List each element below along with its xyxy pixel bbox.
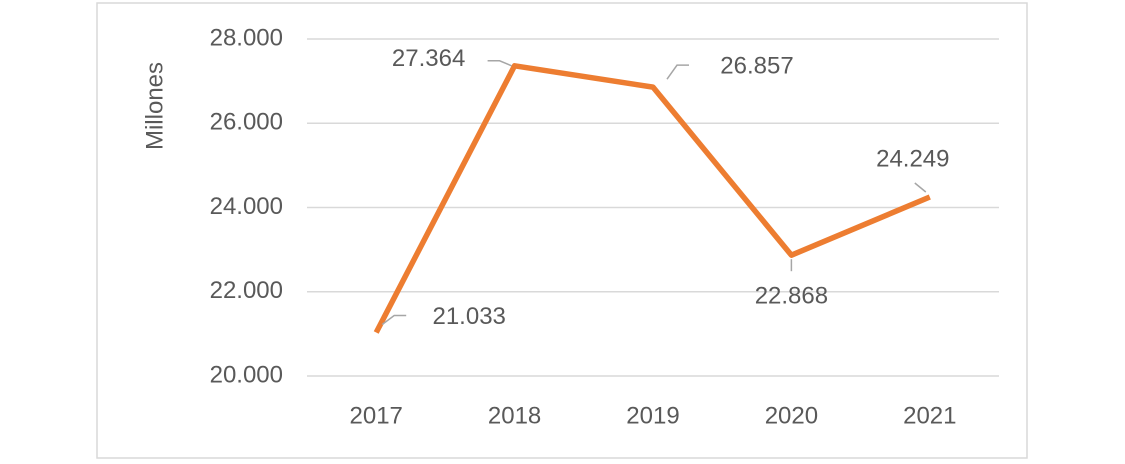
data-label: 24.249 bbox=[876, 145, 949, 172]
x-tick-label: 2020 bbox=[765, 402, 818, 429]
leader-line bbox=[487, 60, 512, 67]
x-tick-label: 2021 bbox=[903, 402, 956, 429]
y-tick-label: 26.000 bbox=[210, 109, 283, 136]
chart-frame bbox=[96, 2, 1028, 459]
y-tick-label: 22.000 bbox=[210, 277, 283, 304]
x-tick-label: 2017 bbox=[350, 402, 403, 429]
leader-line bbox=[381, 314, 407, 326]
leader-line bbox=[666, 64, 689, 80]
x-tick-label: 2019 bbox=[626, 402, 679, 429]
data-label: 26.857 bbox=[720, 52, 793, 79]
data-label: 22.868 bbox=[755, 283, 828, 310]
data-label: 27.364 bbox=[392, 45, 465, 72]
y-axis-label: Millones bbox=[141, 62, 168, 150]
data-label: 21.033 bbox=[432, 303, 505, 330]
leader-line bbox=[914, 182, 927, 193]
y-tick-label: 28.000 bbox=[210, 24, 283, 51]
data-line bbox=[373, 63, 931, 334]
x-tick-label: 2018 bbox=[488, 402, 541, 429]
y-tick-label: 24.000 bbox=[210, 193, 283, 220]
y-tick-label: 20.000 bbox=[210, 361, 283, 388]
